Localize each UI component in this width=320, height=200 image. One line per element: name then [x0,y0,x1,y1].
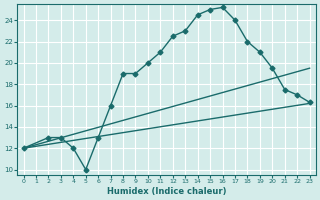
X-axis label: Humidex (Indice chaleur): Humidex (Indice chaleur) [107,187,226,196]
